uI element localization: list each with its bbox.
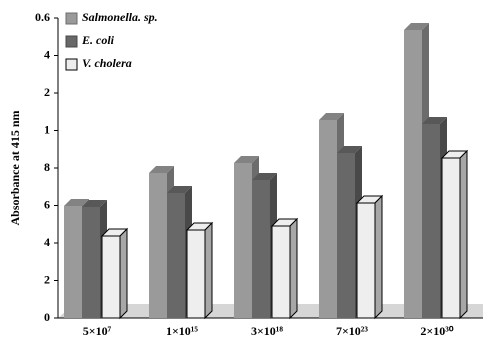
bar-top (64, 199, 89, 206)
bar (186, 229, 206, 319)
bar (422, 124, 440, 318)
bar (101, 235, 121, 319)
legend-swatch (65, 58, 78, 71)
bar (82, 207, 100, 318)
bar (167, 193, 185, 318)
x-tick-label: 2×10³⁰ (420, 324, 453, 338)
y-tick-label: 1 (44, 122, 50, 136)
bar-top (319, 113, 344, 120)
bar-side (289, 217, 298, 320)
legend-label: Salmonella. sp. (82, 10, 158, 24)
bar (149, 173, 167, 318)
bar-top (337, 146, 362, 153)
bar (441, 157, 461, 319)
bar (252, 180, 270, 318)
bar (337, 153, 355, 318)
y-tick-label: 0 (44, 310, 50, 324)
bar-top (404, 23, 429, 30)
legend-label: E. coli (81, 33, 115, 47)
bar-side (204, 221, 213, 320)
y-tick-label: 4 (44, 47, 50, 61)
bar-top (422, 117, 447, 124)
y-tick-label: 4 (44, 235, 50, 249)
bar-group (100, 227, 129, 320)
bar (404, 30, 422, 318)
bar-side (119, 227, 128, 320)
bar (271, 225, 291, 319)
bar (319, 120, 337, 318)
y-tick-label: 0.6 (35, 10, 50, 24)
legend-swatch (65, 35, 78, 48)
x-tick-label: 7×10²³ (336, 324, 368, 338)
bar-top (252, 173, 277, 180)
legend-label: V. cholera (82, 56, 132, 70)
bar-top (234, 156, 259, 163)
bar-group (185, 221, 214, 320)
y-tick-label: 8 (44, 160, 50, 174)
legend-swatch (65, 12, 78, 25)
x-tick-label: 3×10¹⁸ (251, 324, 283, 338)
bar (234, 163, 252, 318)
y-tick-label: 6 (44, 197, 50, 211)
bar-top (149, 166, 174, 173)
bar-group (440, 149, 469, 320)
y-tick-label: 2 (44, 272, 50, 286)
bar-side (374, 194, 383, 320)
bar (356, 202, 376, 319)
bar-group (270, 217, 299, 320)
x-tick-label: 1×10¹⁵ (166, 324, 198, 338)
bar-side (459, 149, 468, 320)
x-tick-label: 5×10⁷ (83, 324, 112, 338)
y-axis-title: Absorbance at 415 nm (8, 110, 22, 225)
bar-top (167, 186, 192, 193)
y-tick-label: 2 (44, 85, 50, 99)
bar-top (82, 200, 107, 207)
bar (64, 206, 82, 318)
bar-group (355, 194, 384, 320)
